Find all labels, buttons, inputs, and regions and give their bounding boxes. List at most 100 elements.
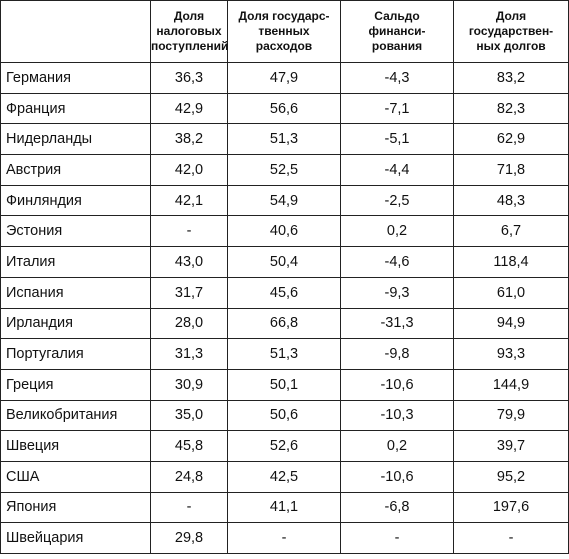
government-debt-cell: 197,6 [453, 491, 569, 524]
header-country [0, 0, 151, 63]
country-cell: Япония [0, 491, 151, 524]
government-spending-cell: 66,8 [227, 307, 341, 340]
financing-balance-cell: -4,3 [340, 62, 454, 94]
table-row: Япония -41,1 -6,8 197,6 [0, 491, 569, 524]
government-spending-cell: 50,4 [227, 246, 341, 278]
country-cell: Испания [0, 276, 151, 309]
table-row: США 24,8 42,5 -10,6 95,2 [0, 460, 569, 493]
country-cell: Португалия [0, 338, 151, 370]
government-spending-cell: 51,3 [227, 123, 341, 156]
government-spending-cell: 54,9 [227, 184, 341, 217]
tax-revenue-cell: 38,2 [150, 123, 228, 156]
financing-balance-cell: -10,3 [340, 399, 454, 432]
tax-revenue-cell: 35,0 [150, 399, 228, 432]
tax-revenue-cell: - [150, 491, 228, 524]
country-cell: Германия [0, 62, 151, 94]
financing-balance-cell: -4,6 [340, 246, 454, 278]
financing-balance-cell: -10,6 [340, 368, 454, 401]
government-spending-cell: 42,5 [227, 460, 341, 493]
government-debt-cell: 95,2 [453, 460, 569, 493]
financing-balance-cell: 0,2 [340, 215, 454, 248]
table-row: Финляндия 42,1 54,9 -2,5 48,3 [0, 184, 569, 217]
tax-revenue-cell: 42,0 [150, 154, 228, 186]
government-debt-cell: 61,0 [453, 276, 569, 309]
financing-balance-cell: 0,2 [340, 430, 454, 462]
tax-revenue-cell: 42,9 [150, 92, 228, 125]
table-row: Германия 36,3 47,9 -4,3 83,2 [0, 62, 569, 94]
financing-balance-cell: -5,1 [340, 123, 454, 156]
table-row: Италия 43,0 50,4 -4,6 118,4 [0, 246, 569, 278]
table-row: Греция 30,9 50,1 -10,6 144,9 [0, 368, 569, 401]
tax-revenue-cell: 36,3 [150, 62, 228, 94]
government-debt-cell: 48,3 [453, 184, 569, 217]
header-row: Доля налоговых поступлений Доля государс… [0, 0, 569, 63]
government-debt-cell: 71,8 [453, 154, 569, 186]
financing-balance-cell: -4,4 [340, 154, 454, 186]
government-debt-cell: 6,7 [453, 215, 569, 248]
tax-revenue-cell: 24,8 [150, 460, 228, 493]
tax-revenue-cell: 31,3 [150, 338, 228, 370]
country-cell: Швейцария [0, 522, 151, 554]
header-government-debt-share: Доля государствен- ных долгов [453, 0, 569, 63]
government-debt-cell: 144,9 [453, 368, 569, 401]
table-row: Швейцария 29,8- - - [0, 522, 569, 554]
table-row: Франция 42,9 56,6 -7,1 82,3 [0, 92, 569, 125]
tax-revenue-cell: 29,8 [150, 522, 228, 554]
government-spending-cell: 52,5 [227, 154, 341, 186]
government-spending-cell: 50,1 [227, 368, 341, 401]
government-spending-cell: 51,3 [227, 338, 341, 370]
financing-balance-cell: -9,8 [340, 338, 454, 370]
table-row: Португалия 31,3 51,3 -9,8 93,3 [0, 338, 569, 370]
government-spending-cell: 40,6 [227, 215, 341, 248]
government-debt-cell: 93,3 [453, 338, 569, 370]
government-debt-cell: 79,9 [453, 399, 569, 432]
government-spending-cell: 52,6 [227, 430, 341, 462]
country-cell: Швеция [0, 430, 151, 462]
financing-balance-cell: - [340, 522, 454, 554]
financing-balance-cell: -31,3 [340, 307, 454, 340]
table-row: Ирландия 28,0 66,8 -31,3 94,9 [0, 307, 569, 340]
government-debt-cell: 118,4 [453, 246, 569, 278]
tax-revenue-cell: 45,8 [150, 430, 228, 462]
country-cell: Австрия [0, 154, 151, 186]
country-cell: Греция [0, 368, 151, 401]
financing-balance-cell: -6,8 [340, 491, 454, 524]
country-cell: Италия [0, 246, 151, 278]
tax-revenue-cell: 30,9 [150, 368, 228, 401]
government-spending-cell: - [227, 522, 341, 554]
government-spending-cell: 47,9 [227, 62, 341, 94]
financing-balance-cell: -2,5 [340, 184, 454, 217]
table-row: Австрия 42,0 52,5 -4,4 71,8 [0, 154, 569, 186]
financing-balance-cell: -7,1 [340, 92, 454, 125]
table-row: Эстония -40,6 0,2 6,7 [0, 215, 569, 248]
country-cell: Великобритания [0, 399, 151, 432]
table-row: Швеция 45,8 52,6 0,2 39,7 [0, 430, 569, 462]
government-debt-cell: - [453, 522, 569, 554]
government-spending-cell: 50,6 [227, 399, 341, 432]
government-spending-cell: 45,6 [227, 276, 341, 309]
financing-balance-cell: -9,3 [340, 276, 454, 309]
government-debt-cell: 94,9 [453, 307, 569, 340]
financing-balance-cell: -10,6 [340, 460, 454, 493]
country-cell: Нидерланды [0, 123, 151, 156]
government-debt-cell: 39,7 [453, 430, 569, 462]
tax-revenue-cell: 31,7 [150, 276, 228, 309]
government-debt-cell: 82,3 [453, 92, 569, 125]
country-cell: Ирландия [0, 307, 151, 340]
country-cell: Франция [0, 92, 151, 125]
table-row: Нидерланды 38,2 51,3 -5,1 62,9 [0, 123, 569, 156]
tax-revenue-cell: - [150, 215, 228, 248]
tax-revenue-cell: 28,0 [150, 307, 228, 340]
government-spending-cell: 56,6 [227, 92, 341, 125]
header-government-spending-share: Доля государс- твенных расходов [227, 0, 341, 63]
tax-revenue-cell: 42,1 [150, 184, 228, 217]
country-cell: США [0, 460, 151, 493]
header-financing-balance: Сальдо финанси- рования [340, 0, 454, 63]
header-tax-revenue-share: Доля налоговых поступлений [150, 0, 228, 63]
government-spending-cell: 41,1 [227, 491, 341, 524]
table-row: Испания 31,7 45,6 -9,3 61,0 [0, 276, 569, 309]
government-debt-cell: 83,2 [453, 62, 569, 94]
country-cell: Эстония [0, 215, 151, 248]
government-debt-cell: 62,9 [453, 123, 569, 156]
